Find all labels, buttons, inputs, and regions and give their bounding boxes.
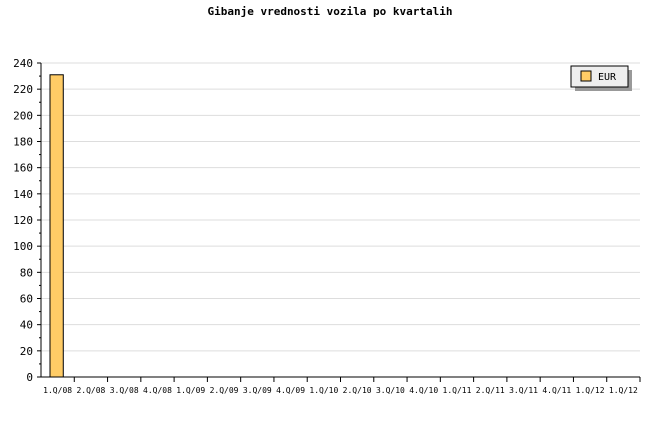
x-tick-label: 2.Q/11 — [476, 386, 505, 395]
x-tick-label: 1.Q/12 — [609, 386, 638, 395]
axes: 0 20 40 60 80 100 120 140 160 180 200 220 240 1.Q/08 2… — [13, 57, 641, 395]
x-tick-label: 4.Q/09 — [276, 386, 305, 395]
chart-title: Gibanje vrednosti vozila po kvartalih — [207, 5, 452, 18]
y-tick-label: 40 — [20, 319, 33, 332]
y-tick-label: 0 — [26, 371, 33, 384]
legend-label: EUR — [598, 72, 617, 83]
x-tick-label: 4.Q/10 — [409, 386, 438, 395]
legend-swatch — [580, 70, 592, 82]
y-tick-label: 20 — [20, 345, 33, 358]
y-tick-label: 60 — [20, 293, 33, 306]
x-tick-label: 1.Q/12 — [576, 386, 605, 395]
x-tick-label: 2.Q/08 — [76, 386, 105, 395]
y-tick-label: 120 — [13, 214, 33, 227]
x-tick-label: 3.Q/09 — [243, 386, 272, 395]
x-tick-label: 2.Q/10 — [343, 386, 372, 395]
x-tick-label: 2.Q/09 — [210, 386, 239, 395]
x-tick-label: 1.Q/08 — [43, 386, 72, 395]
y-tick-label: 160 — [13, 162, 33, 175]
y-tick-label: 240 — [13, 57, 33, 70]
y-tick-label: 220 — [13, 83, 33, 96]
y-tick-label: 180 — [13, 136, 33, 149]
x-tick-label: 4.Q/08 — [143, 386, 172, 395]
x-tick-label: 4.Q/11 — [542, 386, 571, 395]
grid — [41, 62, 640, 352]
x-tick-label: 3.Q/10 — [376, 386, 405, 395]
legend: EUR — [570, 65, 632, 91]
y-tick-label: 200 — [13, 109, 33, 122]
x-tick-label: 1.Q/10 — [309, 386, 338, 395]
x-tick-label: 3.Q/08 — [110, 386, 139, 395]
x-tick-label: 3.Q/11 — [509, 386, 538, 395]
x-tick-label: 1.Q/11 — [443, 386, 472, 395]
bars — [49, 74, 64, 378]
y-tick-label: 80 — [20, 266, 33, 279]
y-tick-label: 140 — [13, 188, 33, 201]
y-tick-label: 100 — [13, 240, 33, 253]
x-tick-label: 1.Q/09 — [176, 386, 205, 395]
bar — [49, 74, 64, 378]
